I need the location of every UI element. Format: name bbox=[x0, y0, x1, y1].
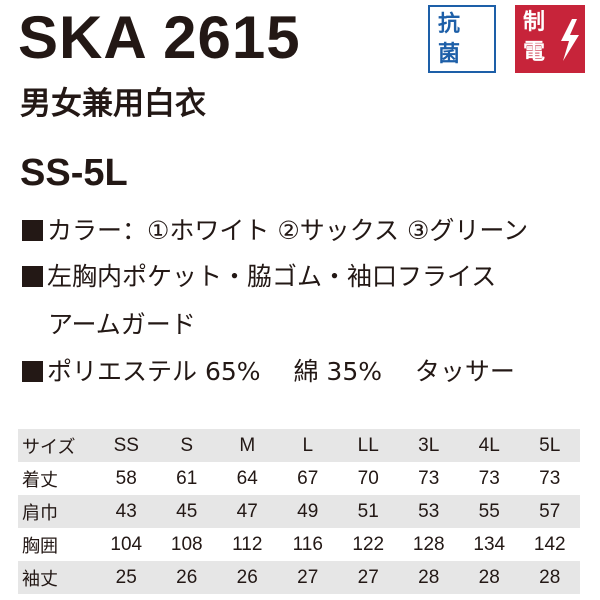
table-cell: 51 bbox=[338, 495, 399, 528]
table-cell: 67 bbox=[277, 462, 338, 495]
table-cell: 108 bbox=[156, 528, 217, 561]
antibacterial-badge: 抗 菌 bbox=[428, 5, 496, 73]
table-cell: 47 bbox=[217, 495, 278, 528]
spec-material: ポリエステル 65% 綿 35% タッサー bbox=[22, 357, 515, 387]
spec-features-line2: アームガード bbox=[48, 310, 196, 339]
table-cell: 27 bbox=[277, 561, 338, 594]
table-cell: 116 bbox=[277, 528, 338, 561]
table-cell: 28 bbox=[398, 561, 459, 594]
spec-features: 左胸内ポケット・脇ゴム・袖口フライス bbox=[22, 262, 496, 292]
row-label: 胸囲 bbox=[18, 528, 96, 561]
size-table: サイズ SS S M L LL 3L 4L 5L 着丈 58 61 64 67 … bbox=[18, 429, 580, 594]
table-cell: 26 bbox=[217, 561, 278, 594]
row-label: 肩巾 bbox=[18, 495, 96, 528]
row-label: 着丈 bbox=[18, 462, 96, 495]
antistatic-char-2: 電 bbox=[523, 40, 546, 65]
size-col-header: 3L bbox=[398, 429, 459, 462]
row-label: 袖丈 bbox=[18, 561, 96, 594]
table-cell: 45 bbox=[156, 495, 217, 528]
table-cell: 73 bbox=[459, 462, 520, 495]
size-col-header: S bbox=[156, 429, 217, 462]
table-cell: 49 bbox=[277, 495, 338, 528]
table-cell: 128 bbox=[398, 528, 459, 561]
table-cell: 142 bbox=[519, 528, 580, 561]
table-cell: 25 bbox=[96, 561, 157, 594]
table-row: 胸囲 104 108 112 116 122 128 134 142 bbox=[18, 528, 580, 561]
spec-colors: カラー：①ホワイト ②サックス ③グリーン bbox=[22, 216, 528, 246]
spec-colors-text: カラー：①ホワイト ②サックス ③グリーン bbox=[47, 216, 529, 245]
table-row: 肩巾 43 45 47 49 51 53 55 57 bbox=[18, 495, 580, 528]
table-cell: 43 bbox=[96, 495, 157, 528]
antibacterial-char-1: 抗 bbox=[438, 12, 461, 37]
antibacterial-char-2: 菌 bbox=[438, 42, 461, 67]
lightning-bolt-icon bbox=[561, 19, 579, 61]
table-row: 着丈 58 61 64 67 70 73 73 73 bbox=[18, 462, 580, 495]
table-cell: 112 bbox=[217, 528, 278, 561]
table-cell: 73 bbox=[519, 462, 580, 495]
table-cell: 28 bbox=[459, 561, 520, 594]
size-col-header: 5L bbox=[519, 429, 580, 462]
table-cell: 64 bbox=[217, 462, 278, 495]
antistatic-char-1: 制 bbox=[523, 10, 546, 35]
spec-features-text: 左胸内ポケット・脇ゴム・袖口フライス bbox=[47, 262, 497, 291]
size-range: SS-5L bbox=[20, 152, 128, 194]
table-cell: 61 bbox=[156, 462, 217, 495]
size-col-header: SS bbox=[96, 429, 157, 462]
table-row: 袖丈 25 26 26 27 27 28 28 28 bbox=[18, 561, 580, 594]
size-col-header: L bbox=[277, 429, 338, 462]
table-cell: 134 bbox=[459, 528, 520, 561]
table-cell: 28 bbox=[519, 561, 580, 594]
table-cell: 104 bbox=[96, 528, 157, 561]
size-header-label: サイズ bbox=[18, 429, 96, 462]
size-header-row: サイズ SS S M L LL 3L 4L 5L bbox=[18, 429, 580, 462]
table-cell: 70 bbox=[338, 462, 399, 495]
table-cell: 57 bbox=[519, 495, 580, 528]
table-cell: 58 bbox=[96, 462, 157, 495]
size-col-header: 4L bbox=[459, 429, 520, 462]
table-cell: 53 bbox=[398, 495, 459, 528]
product-name: 男女兼用白衣 bbox=[20, 86, 206, 122]
table-cell: 73 bbox=[398, 462, 459, 495]
table-cell: 122 bbox=[338, 528, 399, 561]
size-col-header: LL bbox=[338, 429, 399, 462]
spec-material-text: ポリエステル 65% 綿 35% タッサー bbox=[47, 357, 515, 386]
bullet-square-icon bbox=[22, 220, 43, 241]
size-col-header: M bbox=[217, 429, 278, 462]
table-cell: 27 bbox=[338, 561, 399, 594]
bullet-square-icon bbox=[22, 266, 43, 287]
table-cell: 55 bbox=[459, 495, 520, 528]
table-cell: 26 bbox=[156, 561, 217, 594]
antistatic-badge: 制 電 bbox=[515, 5, 585, 73]
product-code: SKA 2615 bbox=[18, 4, 301, 71]
bullet-square-icon bbox=[22, 361, 43, 382]
